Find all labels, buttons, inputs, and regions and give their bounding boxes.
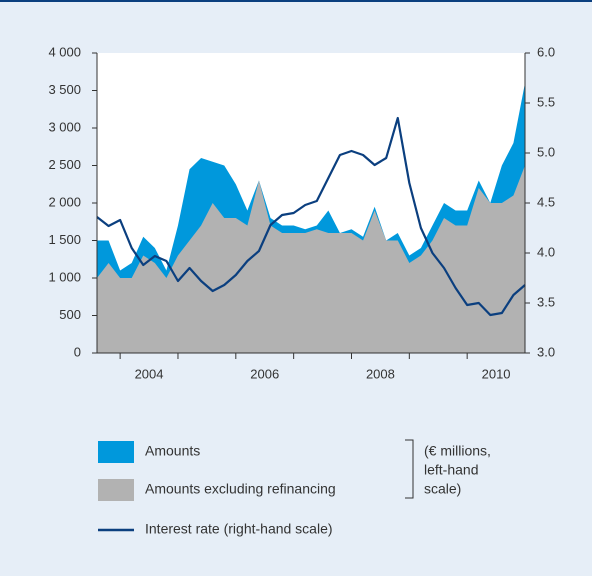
legend-swatch xyxy=(98,441,134,463)
x-tick-label: 2006 xyxy=(250,366,279,381)
y2-tick-label: 5.5 xyxy=(537,94,555,109)
top-rule xyxy=(0,0,592,2)
y-tick-label: 0 xyxy=(74,344,81,359)
x-tick-label: 2004 xyxy=(135,366,164,381)
x-tick-label: 2008 xyxy=(366,366,395,381)
y-tick-label: 2 000 xyxy=(48,194,81,209)
y-tick-label: 2 500 xyxy=(48,157,81,172)
bracket-note: left-hand xyxy=(424,462,478,478)
y2-tick-label: 3.0 xyxy=(537,344,555,359)
legend-label: Interest rate (right-hand scale) xyxy=(145,521,333,537)
y-tick-label: 1 500 xyxy=(48,232,81,247)
y2-tick-label: 5.0 xyxy=(537,144,555,159)
line xyxy=(96,116,526,317)
y2-tick-label: 6.0 xyxy=(537,44,555,59)
y-tick-label: 1 000 xyxy=(48,269,81,284)
x-tick-label: 2010 xyxy=(482,366,511,381)
y2-tick-label: 4.0 xyxy=(537,244,555,259)
bracket-note: scale) xyxy=(424,481,461,497)
y-tick-label: 3 000 xyxy=(48,119,81,134)
legend-label: Amounts excluding refinancing xyxy=(145,481,336,497)
area xyxy=(97,165,525,353)
bracket-note: (€ millions, xyxy=(424,443,491,459)
y-tick-label: 500 xyxy=(59,307,81,322)
y2-tick-label: 4.5 xyxy=(537,194,555,209)
legend-label: Amounts xyxy=(145,443,200,459)
y-tick-label: 3 500 xyxy=(48,82,81,97)
legend-bracket xyxy=(405,439,414,499)
legend-swatch xyxy=(98,479,134,501)
y2-tick-label: 3.5 xyxy=(537,294,555,309)
y-tick-label: 4 000 xyxy=(48,44,81,59)
